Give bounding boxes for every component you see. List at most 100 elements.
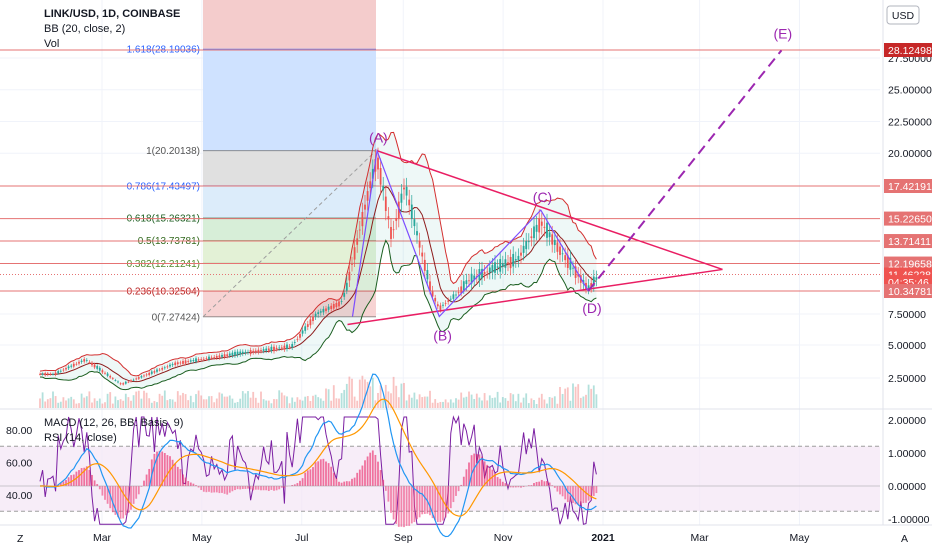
- candle-body: [410, 204, 413, 219]
- macd-histogram-bar: [231, 486, 234, 492]
- candle-body: [148, 372, 151, 376]
- scale-z-toggle[interactable]: Z: [17, 533, 24, 545]
- volume-bar: [205, 399, 208, 408]
- scale-auto-toggle[interactable]: A: [901, 533, 908, 545]
- volume-bar: [273, 399, 275, 408]
- volume-bar: [452, 402, 455, 408]
- candle-body: [538, 218, 541, 233]
- candle-body: [439, 305, 442, 310]
- triangle-lower-line[interactable]: [347, 268, 723, 326]
- macd-histogram-bar: [67, 477, 70, 486]
- macd-histogram-bar: [553, 486, 556, 488]
- rsi-axis-label: 40.00: [6, 490, 32, 502]
- volume-bar: [332, 385, 335, 408]
- macd-legend[interactable]: MACD (12, 26, BB: Basis, 9): [44, 417, 183, 429]
- volume-bar: [439, 401, 442, 408]
- price-axis[interactable]: 27.5000025.0000022.5000020.000007.500005…: [6, 43, 932, 526]
- volume-bar: [533, 400, 535, 408]
- candle-body: [59, 370, 62, 372]
- volume-bar: [189, 395, 192, 408]
- candle-body: [494, 262, 496, 273]
- candle-body: [140, 376, 143, 378]
- macd-histogram-bar: [366, 456, 369, 486]
- symbol-title: LINK/USD, 1D, COINBASE: [44, 8, 180, 20]
- macd-axis-label: -1.00000: [888, 514, 930, 526]
- macd-histogram-bar: [314, 462, 317, 486]
- triangle-upper-line[interactable]: [376, 149, 723, 271]
- macd-histogram-bar: [124, 486, 127, 516]
- candle-body: [46, 373, 49, 375]
- macd-histogram-bar: [572, 486, 574, 503]
- candle-body: [364, 204, 366, 210]
- fib-level-label: 0(7.27424): [152, 312, 200, 323]
- fib-zone: [203, 240, 376, 264]
- candle-body: [65, 368, 67, 370]
- currency-button[interactable]: [886, 5, 920, 25]
- time-axis[interactable]: Mar May Jul Sep Nov 2021 Mar May: [93, 532, 810, 544]
- volume-bar: [366, 381, 369, 408]
- drawings[interactable]: (A) (B) (C) (D) (E): [347, 25, 793, 343]
- macd-histogram-bar: [174, 463, 177, 486]
- projection-line[interactable]: [587, 49, 783, 292]
- volume-bar: [145, 392, 148, 408]
- macd-histogram-bar: [478, 454, 481, 486]
- macd-histogram-bar: [475, 454, 478, 486]
- volume-bar: [364, 379, 366, 408]
- macd-histogram-bar: [119, 486, 122, 519]
- fib-level-label: 0.5(13.73781): [138, 236, 200, 247]
- candle-body: [343, 293, 346, 297]
- currency-label: USD: [892, 10, 915, 22]
- price-tag-label: 15.22650: [888, 214, 932, 226]
- oscillator-pane: [0, 373, 880, 538]
- candle-body: [546, 222, 548, 238]
- volume-bar: [481, 400, 483, 408]
- candle-body: [517, 255, 520, 261]
- candle-body: [236, 351, 239, 356]
- volume-bar: [442, 401, 444, 408]
- volume-bar: [595, 394, 598, 408]
- fib-extension-tool[interactable]: 1.618(28.19036)1(20.20138)0.786(17.43497…: [0, 0, 880, 323]
- macd-histogram-bar: [88, 470, 91, 486]
- candle-body: [330, 305, 333, 310]
- volume-bar: [444, 399, 447, 408]
- candle-body: [525, 241, 528, 250]
- candle-body: [527, 241, 530, 243]
- bb-legend[interactable]: BB (20, close, 2): [44, 23, 125, 35]
- volume-bar: [449, 399, 452, 408]
- volume-bar: [447, 402, 450, 408]
- macd-histogram-bar: [325, 461, 327, 486]
- volume-bar: [59, 401, 62, 408]
- macd-histogram-bar: [351, 478, 353, 486]
- fib-level-label: 1(20.20138): [146, 146, 200, 157]
- candle-body: [252, 350, 255, 353]
- volume-bar: [283, 395, 286, 408]
- candle-body: [512, 253, 515, 267]
- macd-histogram-bar: [241, 486, 244, 490]
- macd-signal-line: [39, 398, 597, 517]
- volume-bar: [579, 397, 582, 408]
- candle-body: [293, 342, 296, 343]
- vol-legend[interactable]: Vol: [44, 38, 59, 50]
- volume-bar: [384, 384, 387, 408]
- volume-bar: [491, 397, 494, 408]
- candle-body: [197, 359, 200, 361]
- macd-histogram-bar: [566, 486, 569, 503]
- candle-body: [317, 312, 320, 314]
- macd-histogram-bar: [356, 472, 359, 486]
- macd-histogram-bar: [96, 484, 99, 486]
- macd-histogram-bar: [83, 467, 86, 486]
- fib-zone: [203, 291, 376, 317]
- volume-bar: [408, 394, 411, 408]
- candle-body: [296, 338, 299, 340]
- candle-body: [340, 301, 343, 302]
- macd-histogram-bar: [546, 481, 548, 486]
- price-axis-label: 20.00000: [888, 148, 932, 160]
- candle-body: [91, 362, 93, 366]
- volume-bar: [275, 399, 278, 408]
- macd-histogram-bar: [384, 486, 387, 491]
- macd-histogram-bar: [481, 456, 483, 486]
- elliott-wave-line[interactable]: [351, 148, 589, 318]
- rsi-legend[interactable]: RSI (14, close): [44, 432, 117, 444]
- macd-histogram-bar: [247, 486, 249, 489]
